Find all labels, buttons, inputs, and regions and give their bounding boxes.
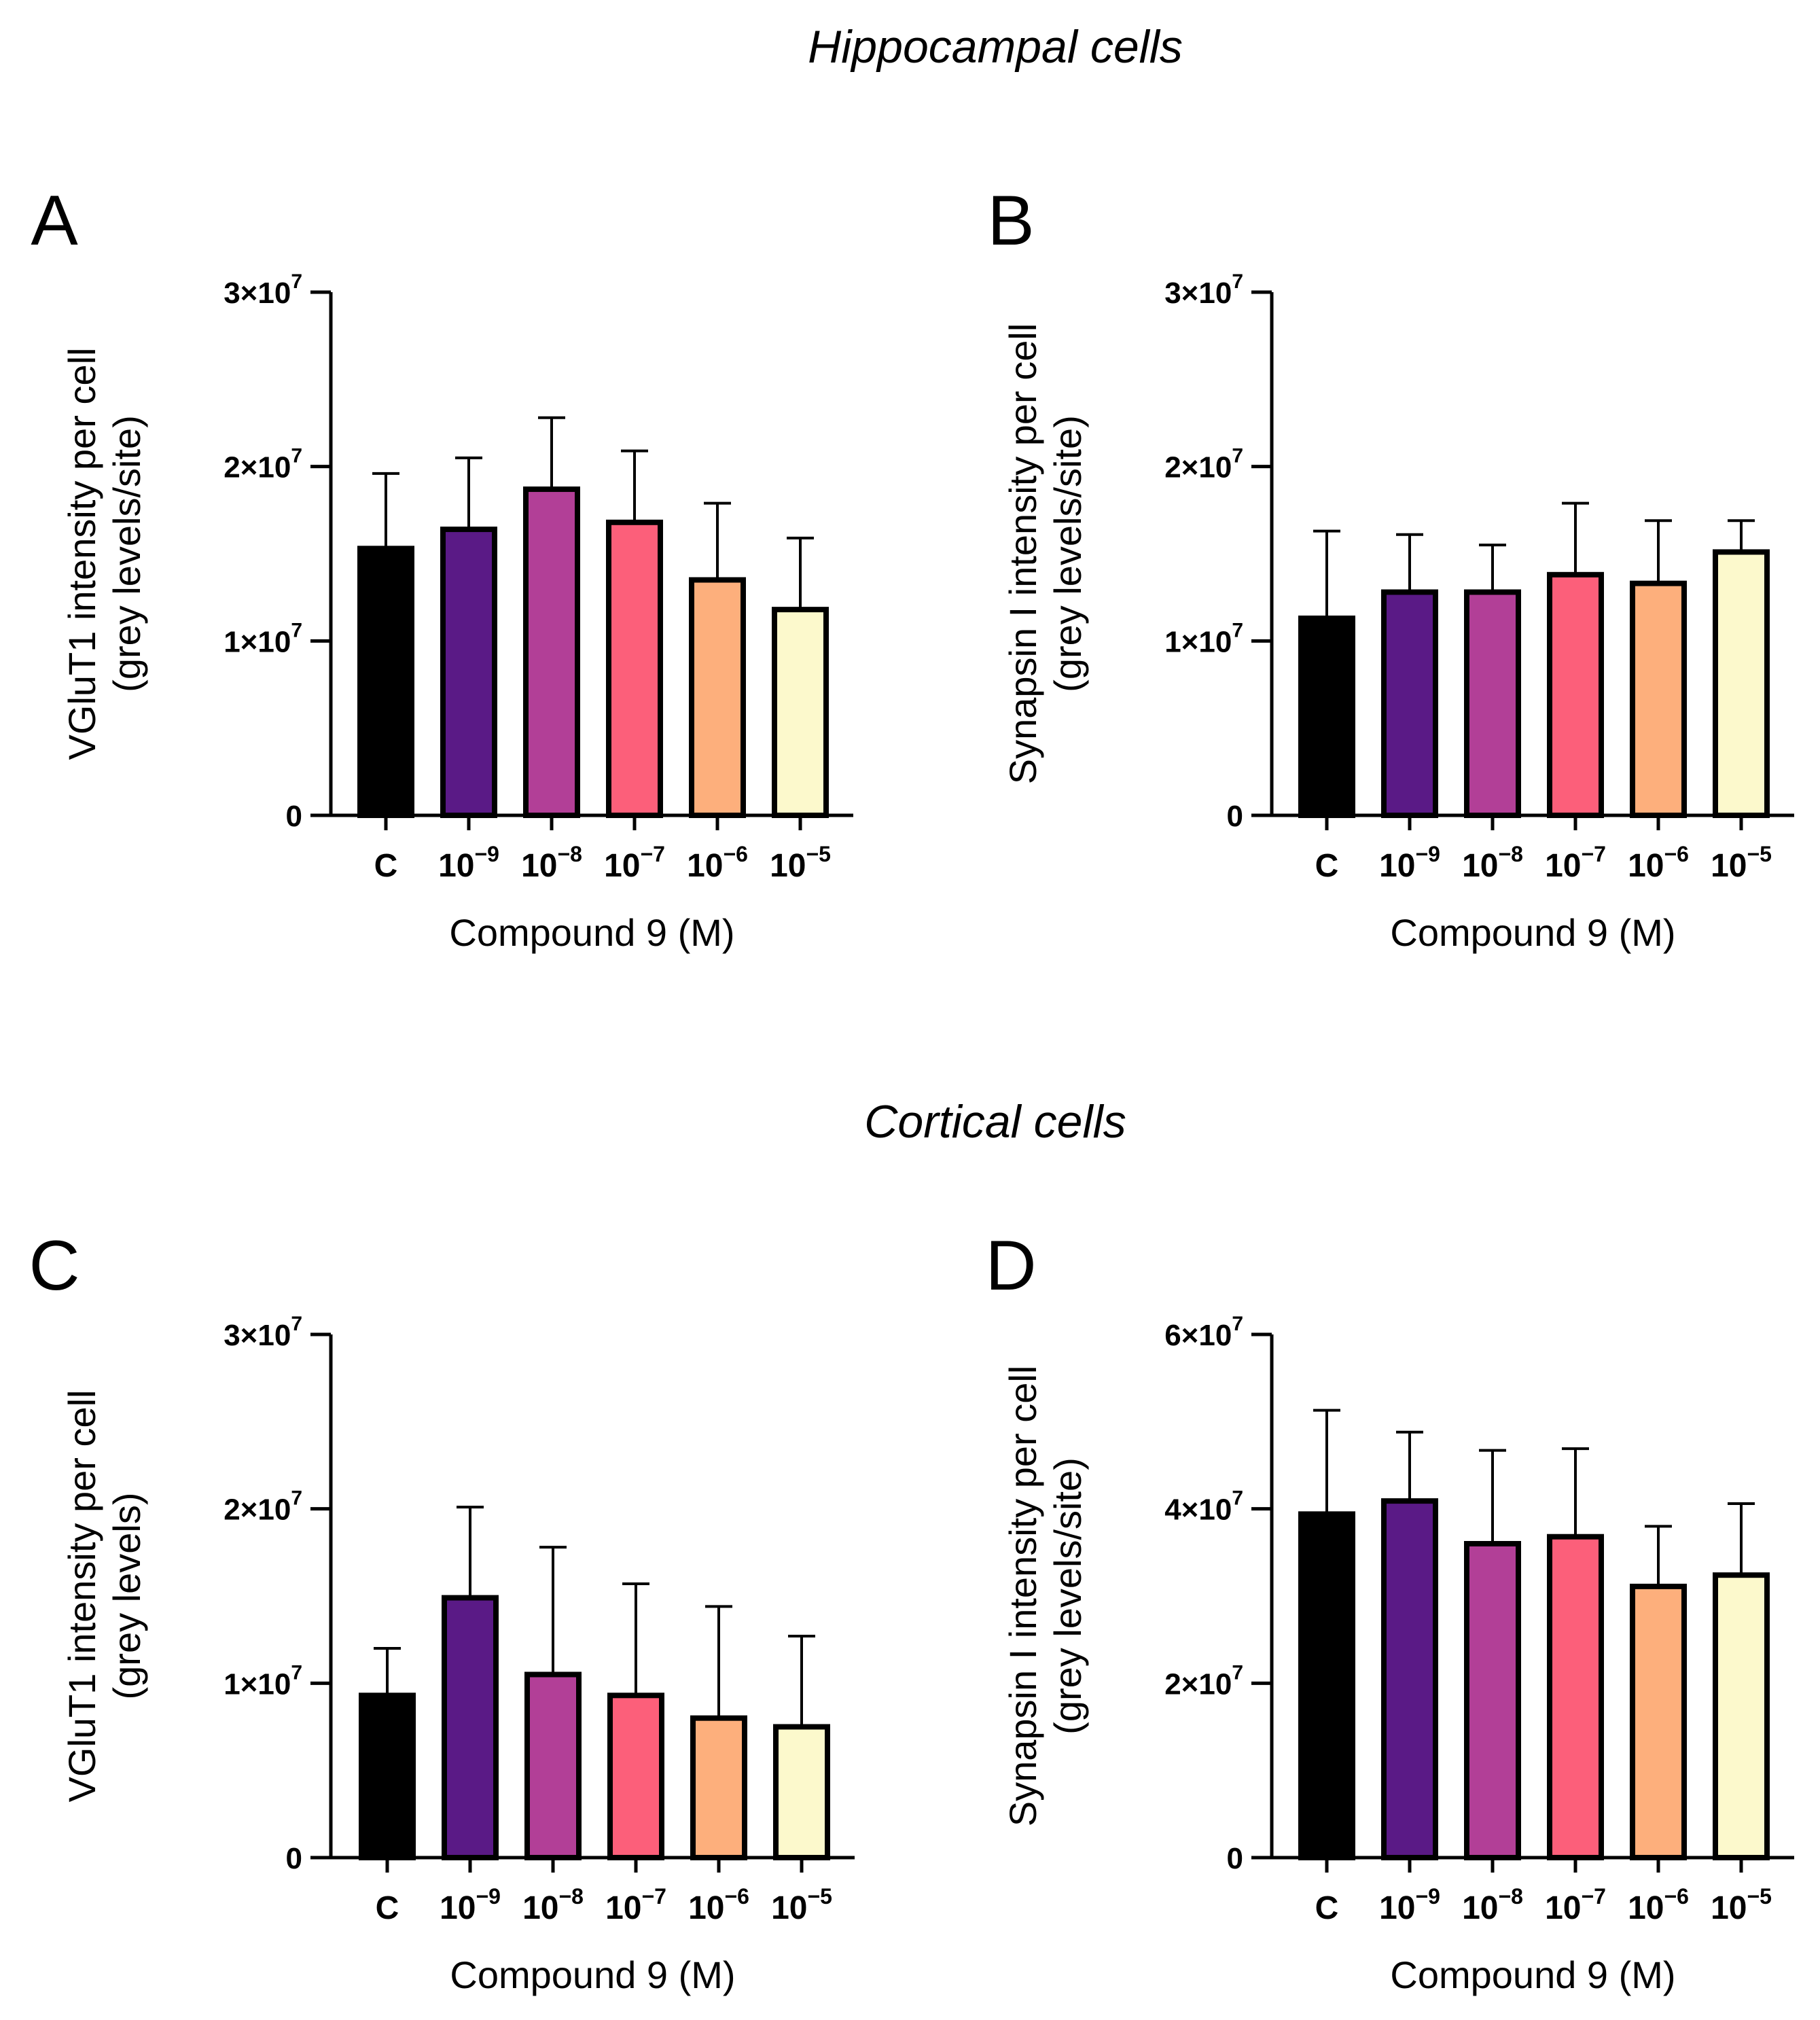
y-tick-label: 0 bbox=[286, 800, 302, 833]
x-tick-label: 10−8 bbox=[521, 842, 582, 884]
chart-panel-d: D C 10−9 10−8 10−7 10−6 10−5 0 2×107 4×107 6×107 Co… bbox=[985, 1226, 1794, 1996]
bar bbox=[1713, 1572, 1770, 1860]
bar bbox=[359, 1693, 416, 1861]
x-tick-label: 10−7 bbox=[604, 842, 665, 884]
x-tick-label: 10−8 bbox=[1462, 842, 1523, 884]
bar bbox=[772, 607, 829, 819]
bar bbox=[442, 1595, 499, 1860]
y-tick-label: 2×107 bbox=[1164, 445, 1243, 484]
bar bbox=[1298, 1511, 1355, 1861]
bar bbox=[1298, 615, 1355, 818]
y-tick-label: 3×107 bbox=[1164, 270, 1243, 310]
x-tick-label: 10−6 bbox=[688, 1884, 749, 1926]
x-tick-label: 10−7 bbox=[1545, 1884, 1606, 1926]
chart-panel-a: A C 10−9 10−8 10−7 10−6 10−5 0 1×107 2×107 3×107 Co… bbox=[31, 181, 853, 954]
x-tick-label: 10−9 bbox=[1379, 842, 1440, 884]
x-tick-label: 10−8 bbox=[1462, 1884, 1523, 1926]
y-tick-label: 0 bbox=[1227, 1842, 1243, 1875]
x-tick-label: 10−7 bbox=[605, 1884, 666, 1926]
y-axis-label: VGluT1 intensity per cell(grey levels/si… bbox=[60, 348, 148, 760]
x-tick-label: 10−9 bbox=[438, 842, 499, 884]
panel-letter: A bbox=[31, 181, 78, 260]
y-tick-label: 0 bbox=[1227, 800, 1243, 833]
x-tick-label: 10−5 bbox=[1711, 842, 1772, 884]
bar bbox=[607, 1693, 664, 1861]
section-title-cortical: Cortical cells bbox=[864, 1096, 1126, 1148]
bar bbox=[1381, 589, 1438, 818]
bar bbox=[1547, 1534, 1604, 1861]
y-axis-label: VGluT1 intensity per cell(grey levels) bbox=[60, 1390, 148, 1803]
bar bbox=[1713, 549, 1770, 819]
bar bbox=[1381, 1498, 1438, 1861]
y-tick-label: 2×107 bbox=[1164, 1661, 1243, 1701]
x-axis-label: Compound 9 (M) bbox=[1390, 911, 1675, 954]
panels: A C 10−9 10−8 10−7 10−6 10−5 0 1×107 2×107 3×107 Co… bbox=[29, 181, 1794, 1996]
y-tick-label: 4×107 bbox=[1164, 1487, 1243, 1527]
x-tick-label: C bbox=[376, 1890, 399, 1926]
bar bbox=[523, 486, 580, 818]
x-tick-label: 10−6 bbox=[687, 842, 748, 884]
x-axis-label: Compound 9 (M) bbox=[450, 1953, 735, 1996]
bar bbox=[1630, 1583, 1687, 1860]
bar bbox=[1464, 589, 1521, 818]
x-tick-label: 10−5 bbox=[770, 842, 831, 884]
x-tick-label: 10−7 bbox=[1545, 842, 1606, 884]
x-axis-label: Compound 9 (M) bbox=[1390, 1953, 1675, 1996]
x-tick-label: 10−9 bbox=[440, 1884, 501, 1926]
bar bbox=[690, 1715, 747, 1861]
y-tick-label: 3×107 bbox=[224, 1313, 302, 1352]
bar bbox=[1630, 580, 1687, 819]
x-tick-label: 10−6 bbox=[1628, 1884, 1689, 1926]
bar bbox=[440, 527, 497, 818]
y-tick-label: 6×107 bbox=[1164, 1313, 1243, 1352]
bar bbox=[524, 1671, 582, 1860]
y-tick-label: 1×107 bbox=[1164, 619, 1243, 658]
bar bbox=[357, 546, 414, 818]
x-tick-label: C bbox=[1315, 848, 1339, 884]
y-tick-label: 3×107 bbox=[224, 270, 302, 310]
bar bbox=[606, 519, 663, 818]
bar bbox=[689, 577, 746, 818]
x-tick-label: 10−5 bbox=[771, 1884, 832, 1926]
x-tick-label: 10−9 bbox=[1379, 1884, 1440, 1926]
y-axis-label: Synapsin I intensity per cell(grey level… bbox=[1001, 1366, 1089, 1827]
y-tick-label: 2×107 bbox=[224, 445, 302, 484]
y-tick-label: 0 bbox=[286, 1842, 302, 1875]
x-tick-label: C bbox=[1315, 1890, 1339, 1926]
bar bbox=[773, 1724, 830, 1860]
panel-letter: C bbox=[29, 1226, 79, 1305]
x-tick-label: 10−6 bbox=[1628, 842, 1689, 884]
y-axis-label: Synapsin I intensity per cell(grey level… bbox=[1001, 323, 1089, 785]
y-tick-label: 1×107 bbox=[224, 1661, 302, 1701]
x-axis-label: Compound 9 (M) bbox=[449, 911, 734, 954]
section-title-hippocampal: Hippocampal cells bbox=[808, 21, 1183, 73]
x-tick-label: C bbox=[374, 848, 398, 884]
y-tick-label: 2×107 bbox=[224, 1487, 302, 1527]
bar bbox=[1464, 1541, 1521, 1860]
chart-panel-c: C C 10−9 10−8 10−7 10−6 10−5 0 1×107 2×107 3×107 Co… bbox=[29, 1226, 855, 1996]
panel-letter: D bbox=[985, 1226, 1036, 1305]
bar bbox=[1547, 571, 1604, 818]
x-tick-label: 10−5 bbox=[1711, 1884, 1772, 1926]
chart-panel-b: B C 10−9 10−8 10−7 10−6 10−5 0 1×107 2×107 3×107 Co… bbox=[987, 181, 1794, 954]
panel-letter: B bbox=[987, 181, 1034, 260]
x-tick-label: 10−8 bbox=[522, 1884, 584, 1926]
y-tick-label: 1×107 bbox=[224, 619, 302, 658]
